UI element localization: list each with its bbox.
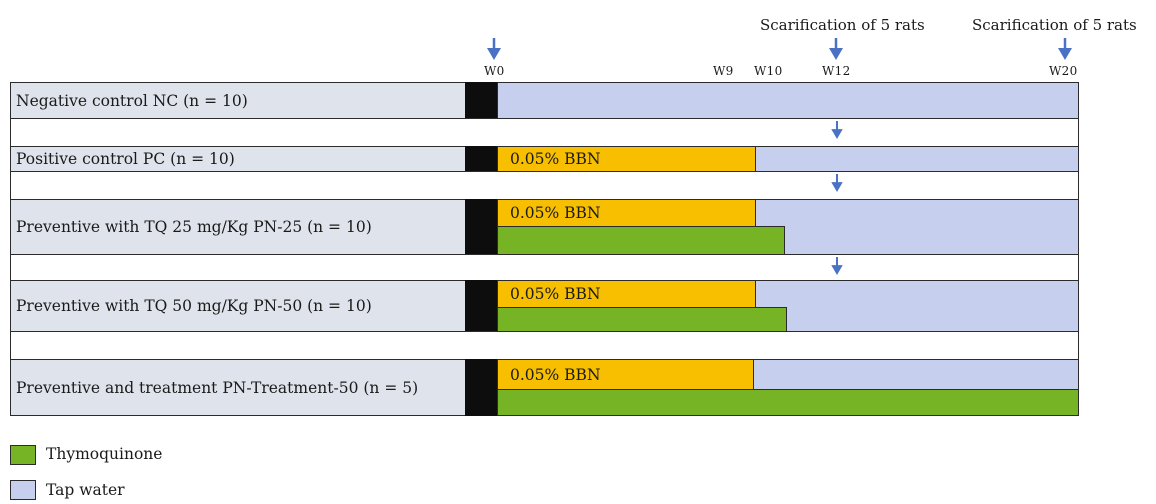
row-gap <box>10 331 1079 360</box>
tap-water-bar <box>755 280 1079 332</box>
baseline-block <box>465 280 498 332</box>
row-gap <box>10 171 1079 200</box>
baseline-block <box>465 199 498 255</box>
week-label-w10: W10 <box>754 64 783 78</box>
bbn-bar: 0.05% BBN <box>497 199 756 227</box>
legend-label-tap-water: Tap water <box>46 481 125 499</box>
week-label-w9: W9 <box>713 64 734 78</box>
tap-water-bar <box>753 359 1079 390</box>
tap-water-bar <box>497 82 1079 119</box>
baseline-block <box>465 359 498 416</box>
arrow-down-icon-w12 <box>829 38 843 60</box>
arrow-down-icon-gap2 <box>831 174 843 192</box>
bbn-bar: 0.05% BBN <box>497 146 756 172</box>
row-gap <box>10 118 1079 147</box>
week-label-w0: W0 <box>484 64 505 78</box>
group-label-negative-control: Negative control NC (n = 10) <box>10 82 466 119</box>
tap-water-bar <box>755 146 1079 172</box>
week-label-w12: W12 <box>822 64 851 78</box>
arrow-down-icon-w20 <box>1058 38 1072 60</box>
arrow-down-icon-gap1 <box>831 121 843 139</box>
legend-swatch-tap-water <box>10 480 36 500</box>
group-label-pn-50: Preventive with TQ 50 mg/Kg PN-50 (n = 1… <box>10 280 466 332</box>
arrow-down-icon-w0 <box>487 38 501 60</box>
thymoquinone-bar <box>497 226 785 255</box>
legend-label-thymoquinone: Thymoquinone <box>46 445 163 463</box>
bbn-bar: 0.05% BBN <box>497 359 754 390</box>
arrow-down-icon-gap3 <box>831 257 843 275</box>
thymoquinone-bar <box>497 389 1079 416</box>
row-gap <box>10 254 1079 281</box>
baseline-block <box>465 82 498 119</box>
scarification-label-w20: Scarification of 5 rats <box>972 16 1137 34</box>
group-label-pn-treatment-50: Preventive and treatment PN-Treatment-50… <box>10 359 466 416</box>
baseline-block <box>465 146 498 172</box>
week-label-w20: W20 <box>1049 64 1078 78</box>
thymoquinone-bar <box>497 307 787 332</box>
group-label-pn-25: Preventive with TQ 25 mg/Kg PN-25 (n = 1… <box>10 199 466 255</box>
bbn-bar: 0.05% BBN <box>497 280 756 308</box>
scarification-label-w12: Scarification of 5 rats <box>760 16 925 34</box>
legend-swatch-thymoquinone <box>10 445 36 465</box>
tap-water-bar <box>755 199 1079 255</box>
group-label-positive-control: Positive control PC (n = 10) <box>10 146 466 172</box>
